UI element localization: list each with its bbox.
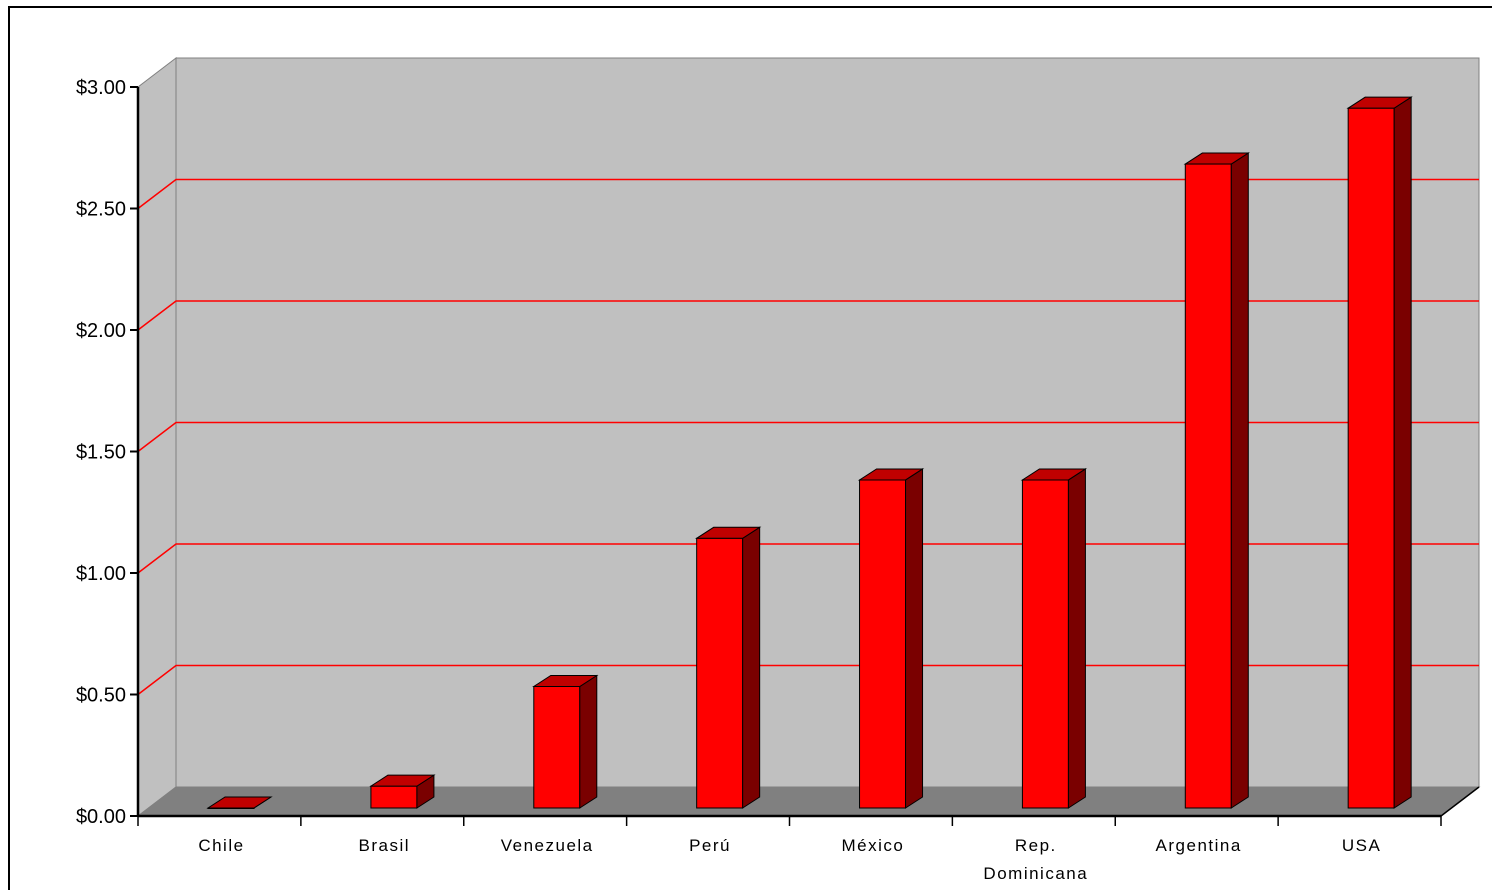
x-category-label: Chile — [198, 836, 244, 855]
bar-top — [206, 796, 273, 809]
gridline — [137, 421, 1479, 453]
y-tick-label: $0.00 — [76, 806, 126, 828]
chart-walls — [136, 56, 1481, 818]
bar — [1346, 96, 1413, 809]
y-tick-label: $1.50 — [76, 442, 126, 464]
floor — [136, 786, 1481, 817]
bar-front — [859, 479, 907, 809]
bar-top — [532, 675, 599, 687]
gridline — [137, 300, 1479, 331]
x-category-label: Argentina — [1156, 836, 1242, 855]
x-category-label: Brasil — [359, 836, 411, 855]
bar — [1183, 152, 1250, 809]
x-category-label: Dominicana — [983, 864, 1088, 883]
x-category-label: Venezuela — [501, 836, 594, 855]
bar-front — [1021, 479, 1069, 809]
x-category-label: Perú — [689, 836, 731, 855]
bar — [694, 526, 762, 809]
bar — [857, 468, 925, 809]
bar-side — [1067, 468, 1086, 809]
bar-top — [857, 468, 925, 481]
bar-top — [694, 526, 762, 539]
bar — [206, 796, 273, 809]
bar-top — [369, 774, 436, 787]
floor-edge — [1440, 786, 1480, 817]
bar-front — [1184, 163, 1232, 809]
gridline — [137, 178, 1479, 210]
bar-top — [1183, 152, 1250, 165]
x-axis-labels: Chile Brasil Venezuela Perú México Rep. Domini… — [137, 816, 1442, 883]
y-tick-label: $2.00 — [76, 320, 126, 342]
bars — [206, 96, 1413, 809]
y-tick-label: $2.50 — [76, 199, 126, 221]
bar-side — [579, 674, 598, 809]
y-tick-label: $1.00 — [76, 563, 126, 585]
bar — [1020, 468, 1088, 809]
y-axis-ticks: $0.00 $0.50 $1.00 $1.50 $2.00 $2.50 $3.00 — [76, 77, 138, 828]
x-category-label: México — [842, 836, 905, 855]
bar-front — [370, 785, 418, 809]
bar-side — [1230, 152, 1249, 809]
bar-side — [1393, 96, 1412, 809]
x-category-label: Rep. — [1015, 836, 1057, 855]
bar — [369, 774, 436, 809]
bar-top — [1020, 468, 1088, 481]
bar-front — [533, 686, 581, 809]
bar-side — [905, 468, 924, 809]
bar — [532, 674, 599, 809]
x-category-label: USA — [1342, 836, 1381, 855]
bar-top — [1346, 96, 1413, 109]
bar-front — [696, 537, 744, 809]
y-tick-label: $0.50 — [76, 685, 126, 707]
y-tick-label: $3.00 — [76, 77, 126, 99]
bar-front — [1347, 107, 1395, 809]
chart-frame — [8, 6, 1492, 890]
bar-side — [742, 526, 761, 809]
